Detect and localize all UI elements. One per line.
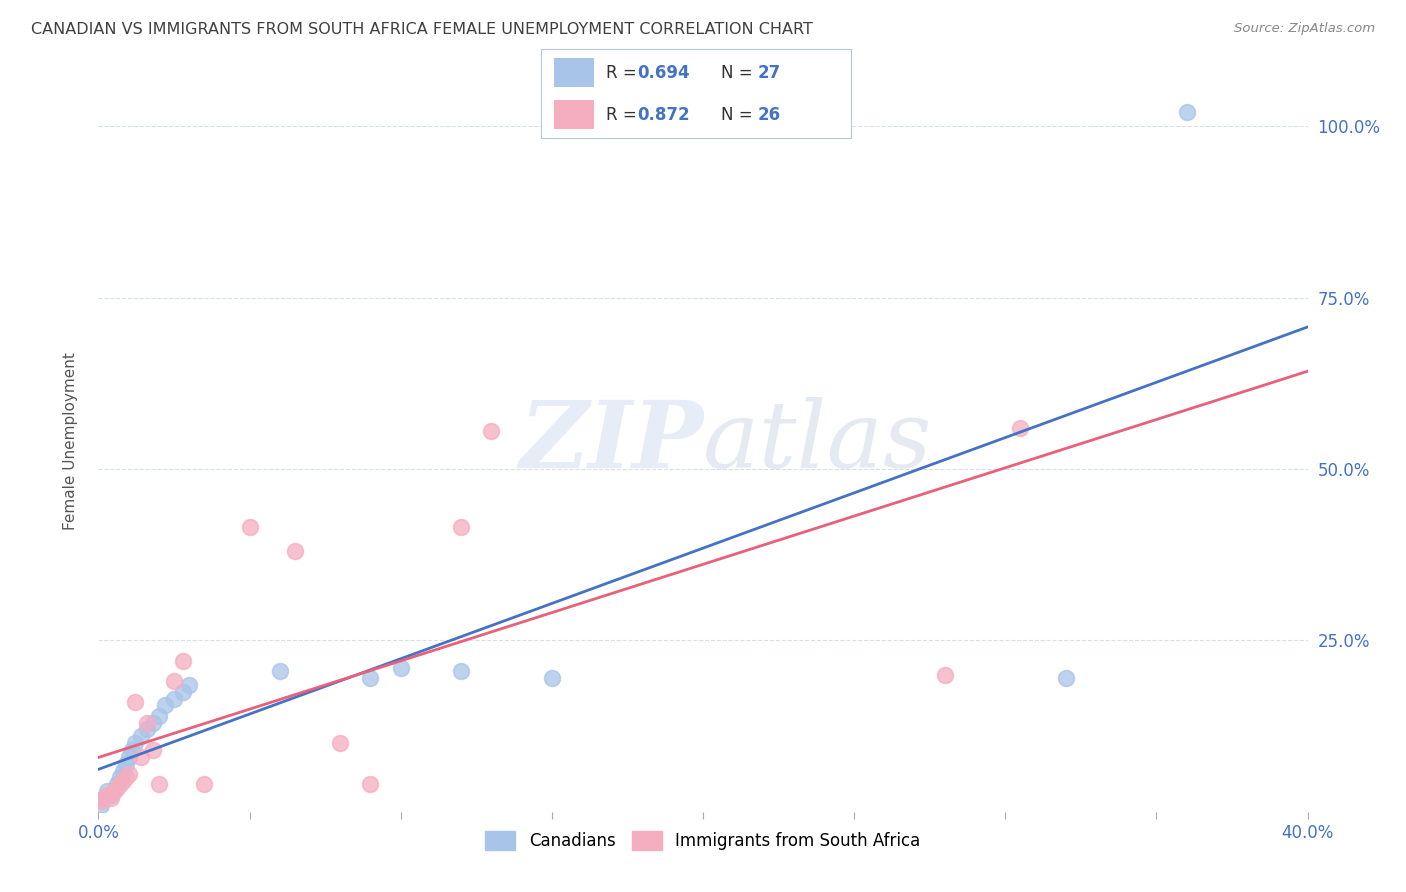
- Point: [148, 708, 170, 723]
- Point: [96, 788, 118, 802]
- Point: [90, 794, 112, 808]
- Point: [129, 750, 152, 764]
- Point: [135, 723, 157, 737]
- Point: [103, 784, 125, 798]
- Point: [93, 791, 115, 805]
- Text: atlas: atlas: [703, 397, 932, 486]
- Point: [1175, 105, 1198, 120]
- Point: [129, 729, 152, 743]
- Point: [284, 544, 307, 558]
- Point: [148, 777, 170, 791]
- FancyBboxPatch shape: [554, 100, 593, 129]
- Point: [111, 773, 134, 788]
- Point: [100, 788, 122, 802]
- Point: [124, 736, 146, 750]
- Point: [124, 695, 146, 709]
- Point: [1010, 421, 1032, 435]
- Text: CANADIAN VS IMMIGRANTS FROM SOUTH AFRICA FEMALE UNEMPLOYMENT CORRELATION CHART: CANADIAN VS IMMIGRANTS FROM SOUTH AFRICA…: [31, 22, 813, 37]
- Text: 0.872: 0.872: [637, 105, 690, 124]
- Point: [114, 771, 136, 785]
- Point: [103, 784, 125, 798]
- FancyBboxPatch shape: [554, 58, 593, 87]
- Point: [121, 743, 143, 757]
- Point: [142, 743, 165, 757]
- Text: 27: 27: [758, 63, 782, 82]
- Point: [172, 654, 194, 668]
- Text: N =: N =: [721, 105, 758, 124]
- Point: [90, 797, 112, 812]
- Point: [118, 767, 141, 781]
- Point: [118, 750, 141, 764]
- Point: [1054, 671, 1077, 685]
- Point: [108, 777, 131, 791]
- Point: [135, 715, 157, 730]
- Text: 0.694: 0.694: [637, 63, 690, 82]
- Point: [105, 777, 128, 791]
- Point: [163, 691, 186, 706]
- Point: [142, 715, 165, 730]
- Point: [111, 764, 134, 778]
- Point: [179, 678, 201, 692]
- Text: R =: R =: [606, 105, 643, 124]
- Point: [389, 661, 412, 675]
- Point: [153, 698, 176, 713]
- Point: [193, 777, 215, 791]
- Point: [93, 791, 115, 805]
- Point: [114, 756, 136, 771]
- Point: [163, 674, 186, 689]
- Point: [540, 671, 562, 685]
- Point: [108, 771, 131, 785]
- Point: [934, 667, 956, 681]
- Point: [360, 777, 382, 791]
- Text: Source: ZipAtlas.com: Source: ZipAtlas.com: [1234, 22, 1375, 36]
- Point: [172, 685, 194, 699]
- Point: [450, 520, 472, 534]
- Text: 26: 26: [758, 105, 780, 124]
- Legend: Canadians, Immigrants from South Africa: Canadians, Immigrants from South Africa: [478, 824, 928, 856]
- Text: ZIP: ZIP: [519, 397, 703, 486]
- Point: [100, 791, 122, 805]
- Point: [329, 736, 352, 750]
- Text: N =: N =: [721, 63, 758, 82]
- Point: [450, 664, 472, 678]
- Point: [105, 780, 128, 795]
- Point: [96, 784, 118, 798]
- Text: R =: R =: [606, 63, 643, 82]
- Y-axis label: Female Unemployment: Female Unemployment: [63, 352, 77, 531]
- Point: [269, 664, 291, 678]
- Point: [360, 671, 382, 685]
- Point: [239, 520, 262, 534]
- Point: [481, 424, 503, 438]
